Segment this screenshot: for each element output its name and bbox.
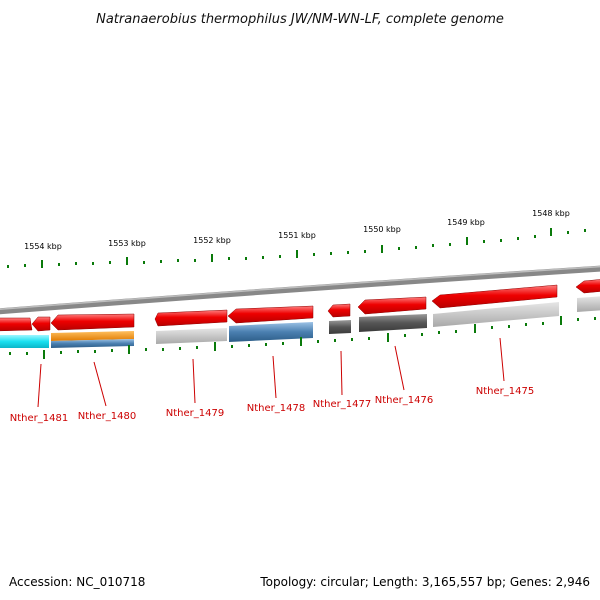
gene-label[interactable]: Nther_1477 <box>313 399 371 410</box>
scale-label: 1548 kbp <box>532 209 570 218</box>
light-gray-block[interactable] <box>433 302 559 327</box>
accession-text: Accession: NC_010718 <box>9 575 145 589</box>
cds-arrow[interactable] <box>0 317 33 332</box>
genome-backbone-highlight <box>0 265 600 310</box>
cds-arrow[interactable] <box>575 279 600 294</box>
scale-label: 1550 kbp <box>363 225 401 234</box>
gene-label[interactable]: Nther_1475 <box>476 386 534 397</box>
cds-arrow[interactable] <box>357 296 427 315</box>
scale-label: 1554 kbp <box>24 242 62 251</box>
map-title: Natranaerobius thermophilus JW/NM-WN-LF,… <box>96 12 504 27</box>
light-gray-block[interactable] <box>577 296 600 312</box>
cds-arrow[interactable] <box>327 303 351 318</box>
light-gray-block[interactable] <box>156 328 227 344</box>
cds-arrow[interactable] <box>154 309 228 327</box>
cds-arrow[interactable] <box>50 313 135 331</box>
scale-label: 1552 kbp <box>193 236 231 245</box>
steel-blue-block[interactable] <box>229 322 313 342</box>
steel-blue-block[interactable] <box>51 339 134 348</box>
genome-summary-text: Topology: circular; Length: 3,165,557 bp… <box>259 575 590 589</box>
cyan-block[interactable] <box>0 335 49 348</box>
gene-label[interactable]: Nther_1478 <box>247 403 305 414</box>
gene-label[interactable]: Nther_1476 <box>375 395 433 406</box>
genome-backbone <box>0 265 600 315</box>
gene-labels: Nther_1481 Nther_1480 Nther_1479 Nther_1… <box>10 386 534 424</box>
cds-arrow[interactable] <box>431 284 558 309</box>
cds-track <box>0 279 600 332</box>
scale-label: 1553 kbp <box>108 239 146 248</box>
function-track <box>0 296 600 348</box>
dark-gray-block[interactable] <box>329 320 351 334</box>
scale-ruler <box>7 228 586 268</box>
lower-ruler <box>9 316 596 359</box>
scale-labels: 1554 kbp 1553 kbp 1552 kbp 1551 kbp 1550… <box>24 209 570 251</box>
scale-label: 1549 kbp <box>447 218 485 227</box>
cds-arrow[interactable] <box>227 305 314 324</box>
cds-arrow[interactable] <box>31 316 51 332</box>
orange-block[interactable] <box>51 331 134 341</box>
scale-label: 1551 kbp <box>278 231 316 240</box>
gene-label[interactable]: Nther_1481 <box>10 413 68 424</box>
dark-gray-block[interactable] <box>359 314 427 332</box>
label-leaders <box>37 337 505 408</box>
gene-label[interactable]: Nther_1479 <box>166 408 224 419</box>
gene-label[interactable]: Nther_1480 <box>78 411 136 422</box>
